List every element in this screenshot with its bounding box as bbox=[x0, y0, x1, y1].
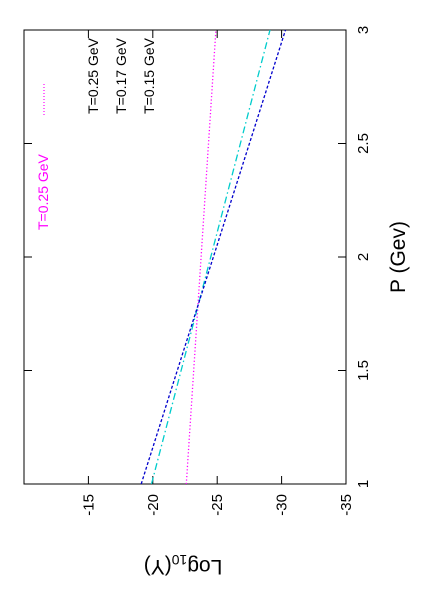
series-line-3 bbox=[140, 29, 287, 485]
p-tick-label: 3 bbox=[355, 26, 372, 34]
log-tick-label: -20 bbox=[145, 494, 162, 516]
annotation-t025: T=0.25 GeV bbox=[85, 37, 101, 114]
p-tick-label: 1 bbox=[355, 480, 372, 488]
legend-label-t025: T=0.25 GeV bbox=[35, 153, 51, 230]
series-group bbox=[140, 29, 287, 485]
log-tick-label: -30 bbox=[274, 494, 291, 516]
annotation-t017: T=0.17 GeV bbox=[113, 37, 129, 114]
p-tick-label: 1.5 bbox=[355, 360, 372, 381]
series-line-1 bbox=[185, 29, 217, 485]
p-tick-label: 2.5 bbox=[355, 133, 372, 154]
plot-frame bbox=[23, 29, 347, 485]
series-line-2 bbox=[150, 29, 271, 485]
log-tick-label: -25 bbox=[209, 494, 226, 516]
annotation-t015: T=0.15 GeV bbox=[141, 37, 157, 114]
tick-labels: 1 1.5 2 2.5 3 -15 -20 -25 -30 -35 bbox=[80, 26, 372, 516]
y-axis-title-subscript: 10 bbox=[171, 552, 187, 568]
x-axis-title: P (Gev) bbox=[387, 221, 410, 293]
y-axis-title-suffix: (Y) bbox=[144, 555, 172, 578]
log-tick-label: -15 bbox=[80, 494, 97, 516]
y-axis-title: Log10(Y) bbox=[144, 552, 223, 578]
ticks bbox=[24, 29, 347, 485]
p-tick-label: 2 bbox=[355, 253, 372, 261]
log-tick-label: -35 bbox=[338, 494, 355, 516]
y-axis-title-prefix: Log bbox=[187, 555, 222, 578]
